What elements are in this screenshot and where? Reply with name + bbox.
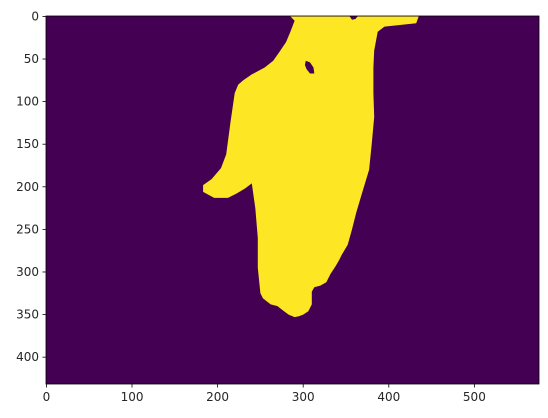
y-tick-label: 0 bbox=[31, 9, 39, 23]
y-tick-label: 200 bbox=[16, 180, 39, 194]
y-tick-label: 150 bbox=[16, 137, 39, 151]
x-tick-label: 500 bbox=[463, 390, 486, 404]
x-tick-label: 100 bbox=[121, 390, 144, 404]
y-tick-label: 50 bbox=[24, 52, 39, 66]
plot-frame bbox=[45, 15, 540, 385]
y-tick-label: 100 bbox=[16, 95, 39, 109]
x-tick-label: 400 bbox=[377, 390, 400, 404]
y-tick-label: 250 bbox=[16, 222, 39, 236]
y-tick-label: 400 bbox=[16, 350, 39, 364]
y-tick-label: 300 bbox=[16, 265, 39, 279]
x-tick-label: 200 bbox=[206, 390, 229, 404]
x-tick-label: 300 bbox=[292, 390, 315, 404]
mask-notch bbox=[349, 16, 358, 20]
mask-region bbox=[203, 16, 419, 318]
y-axis: 0 50 100 150 200 250 300 350 400 bbox=[16, 9, 46, 364]
mask-hole bbox=[304, 60, 315, 74]
y-tick-label: 350 bbox=[16, 308, 39, 322]
mask-image bbox=[46, 16, 539, 384]
x-axis: 0 100 200 300 400 500 bbox=[43, 384, 486, 404]
x-tick-label: 0 bbox=[43, 390, 51, 404]
